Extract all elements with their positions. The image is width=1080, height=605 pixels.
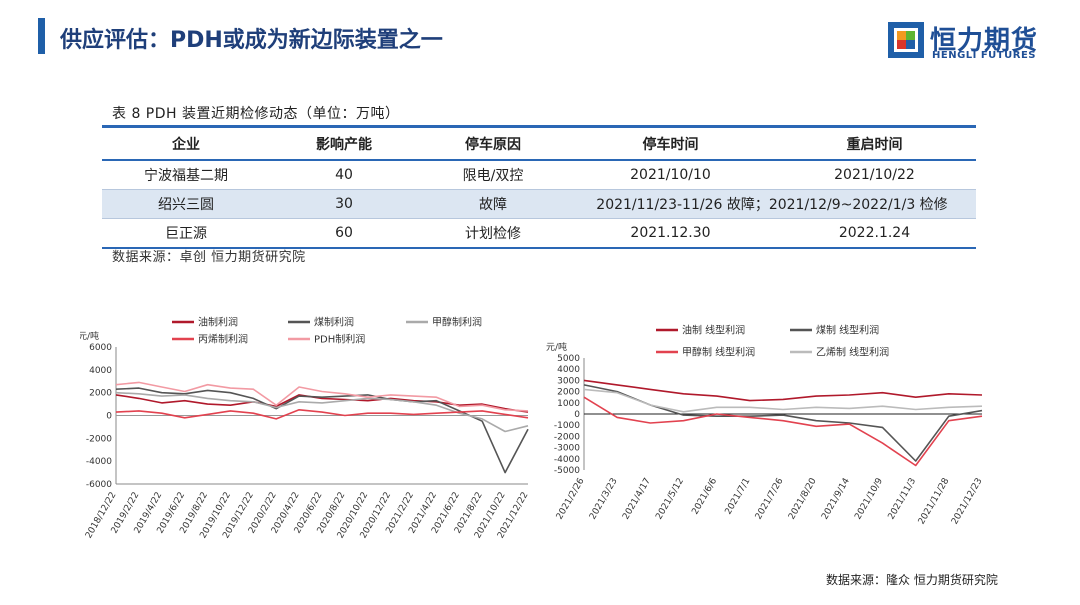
series-line (583, 396, 983, 467)
table-header-cell: 停车时间 (568, 125, 773, 161)
table-cell: 2021/10/22 (773, 160, 976, 190)
logo-mark-icon (888, 22, 924, 58)
legend-label: 丙烯制利润 (198, 333, 248, 346)
table-cell: 30 (270, 189, 418, 219)
y-tick-label: -4000 (86, 457, 112, 467)
x-tick-label: 2021/5/12 (654, 477, 686, 522)
series-line (115, 381, 529, 412)
logo-text-en: HENGLI FUTURES (932, 50, 1036, 61)
table-cell: 2021.12.30 (568, 218, 773, 249)
y-tick-label: -1000 (554, 421, 580, 431)
series-line (583, 388, 983, 413)
company-logo: 恒力期货 HENGLI FUTURES (888, 22, 1058, 62)
title-accent-bar (38, 18, 45, 54)
y-tick-label: -5000 (554, 466, 580, 476)
y-tick-label: -4000 (554, 455, 580, 465)
y-tick-label: -2000 (86, 434, 112, 444)
x-tick-label: 2021/3/23 (588, 477, 620, 522)
legend-label: 油制 线型利润 (682, 324, 745, 337)
x-tick-label: 2021/7/1 (724, 477, 753, 517)
table-source-note: 数据来源：卓创 恒力期货研究院 (112, 250, 306, 265)
x-tick-label: 2021/12/23 (950, 477, 985, 527)
left-profit-chart: 元/吨6000400020000-2000-4000-60002018/12/2… (80, 316, 531, 541)
y-tick-label: 2000 (89, 389, 112, 399)
y-tick-label: 0 (574, 410, 580, 420)
table-cell: 2021/11/23-11/26 故障；2021/12/9~2022/1/3 检… (568, 189, 976, 219)
x-tick-label: 2021/11/28 (917, 476, 952, 526)
table-header-cell: 停车原因 (418, 125, 568, 161)
x-tick-label: 2021/8/20 (787, 476, 819, 521)
legend-label: 煤制利润 (314, 316, 354, 329)
table-header-cell: 企业 (102, 125, 270, 161)
legend-label: 乙烯制 线型利润 (816, 346, 889, 359)
table-header-cell: 重启时间 (773, 125, 976, 161)
series-line (115, 387, 529, 474)
legend-label: 煤制 线型利润 (816, 324, 879, 337)
series-line (115, 391, 529, 433)
table-cell: 计划检修 (418, 218, 568, 249)
y-tick-label: 4000 (557, 365, 580, 375)
table-caption: 表 8 PDH 装置近期检修动态（单位：万吨） (112, 106, 400, 122)
table-cell: 限电/双控 (418, 160, 568, 190)
y-axis-label: 元/吨 (546, 341, 567, 353)
legend-label: PDH制利润 (314, 333, 365, 346)
y-tick-label: 3000 (557, 376, 580, 386)
table-cell: 2022.1.24 (773, 218, 976, 249)
y-tick-label: -6000 (86, 480, 112, 490)
page-title: 供应评估：PDH或成为新边际装置之一 (60, 28, 443, 53)
legend-label: 甲醇制 线型利润 (682, 346, 755, 359)
table-cell: 巨正源 (102, 218, 270, 249)
x-tick-label: 2021/10/9 (853, 476, 885, 521)
footer-source-note: 数据来源：隆众 恒力期货研究院 (826, 573, 998, 587)
table-cell: 2021/10/10 (568, 160, 773, 190)
series-line (115, 409, 529, 420)
series-line (583, 379, 983, 402)
table-cell: 宁波福基二期 (102, 160, 270, 190)
table-header-row: 企业 影响产能 停车原因 停车时间 重启时间 (102, 125, 976, 161)
x-tick-label: 2021/9/14 (820, 476, 852, 521)
maintenance-table: 企业 影响产能 停车原因 停车时间 重启时间 宁波福基二期 40 限电/双控 2… (102, 125, 976, 249)
table-row: 绍兴三圆 30 故障 2021/11/23-11/26 故障；2021/12/9… (102, 189, 976, 219)
table-row: 巨正源 60 计划检修 2021.12.30 2022.1.24 (102, 218, 976, 249)
legend-label: 油制利润 (198, 316, 238, 329)
y-tick-label: 1000 (557, 399, 580, 409)
y-axis-label: 元/吨 (80, 330, 99, 342)
y-tick-label: 5000 (557, 354, 580, 364)
table-cell: 绍兴三圆 (102, 189, 270, 219)
x-tick-label: 2021/6/6 (690, 476, 719, 516)
x-tick-label: 2021/4/17 (621, 477, 653, 522)
y-tick-label: 6000 (89, 343, 112, 353)
logo-text-cn: 恒力期货 (930, 26, 1039, 56)
table-cell: 40 (270, 160, 418, 190)
x-tick-label: 2021/2/26 (555, 476, 587, 521)
legend-label: 甲醇制利润 (432, 316, 482, 329)
y-tick-label: 2000 (557, 388, 580, 398)
y-tick-label: 4000 (89, 366, 112, 376)
y-tick-label: 0 (106, 412, 112, 422)
table-header-cell: 影响产能 (270, 125, 418, 161)
table-row: 宁波福基二期 40 限电/双控 2021/10/10 2021/10/22 (102, 160, 976, 190)
y-tick-label: -2000 (554, 432, 580, 442)
right-profit-chart: 元/吨500040003000200010000-1000-2000-3000-… (546, 324, 985, 527)
x-tick-label: 2021/11/3 (887, 477, 919, 522)
y-tick-label: -3000 (554, 444, 580, 454)
series-line (115, 394, 529, 413)
table-cell: 60 (270, 218, 418, 249)
table-cell: 故障 (418, 189, 568, 219)
x-tick-label: 2021/7/26 (754, 476, 786, 521)
